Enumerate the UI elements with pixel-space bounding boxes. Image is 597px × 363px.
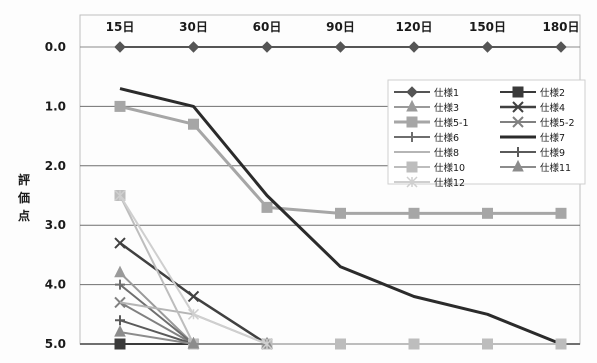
data-point — [188, 118, 199, 130]
legend-label: 仕様8 — [434, 147, 459, 159]
data-point — [114, 265, 126, 278]
data-point — [334, 41, 347, 53]
x-tick-label: 90日 — [326, 20, 355, 34]
x-tick-label: 120日 — [395, 20, 432, 34]
legend-item: 仕様2 — [500, 86, 565, 99]
data-point — [114, 325, 126, 337]
legend-swatch-marker — [406, 99, 418, 112]
legend-swatch-marker — [512, 86, 524, 98]
data-point — [261, 338, 273, 350]
data-point — [555, 41, 567, 53]
legend: 仕様1 仕様2 仕様3 仕様4 仕様5-1 仕様5-2 仕様6 仕様7 仕様8 仕様9 仕様10 仕様… — [387, 79, 586, 189]
x-tick-label: 30日 — [179, 20, 208, 34]
y-axis-title-char: 評 — [18, 172, 30, 187]
series-group — [114, 41, 567, 350]
legend-label: 仕様11 — [540, 162, 571, 174]
data-point — [261, 201, 273, 213]
legend-label: 仕様2 — [540, 87, 565, 99]
legend-item: 仕様5-1 — [394, 116, 469, 129]
y-axis-title-char: 価 — [17, 190, 30, 205]
legend-item: 仕様6 — [394, 132, 459, 144]
x-tick-label: 60日 — [253, 20, 282, 34]
data-point — [482, 207, 493, 219]
series-5 — [114, 100, 567, 219]
legend-label: 仕様3 — [434, 102, 459, 114]
series-4 — [114, 237, 273, 350]
data-point — [335, 207, 346, 219]
series-line — [119, 87, 562, 346]
data-point — [187, 308, 200, 320]
x-axis: 15日 30日 60日 90日 120日 150日 180日 — [106, 20, 580, 34]
data-point — [114, 100, 126, 112]
data-point — [114, 41, 126, 53]
legend-swatch-marker — [406, 116, 418, 128]
legend-swatch-marker — [406, 161, 418, 173]
data-point — [481, 41, 494, 53]
legend-swatch-marker — [513, 147, 523, 157]
legend-item: 仕様3 — [394, 99, 459, 114]
legend-item: 仕様11 — [500, 159, 571, 174]
data-point — [261, 41, 273, 53]
data-point — [187, 290, 200, 303]
legend-label: 仕様9 — [540, 147, 565, 159]
data-point — [115, 279, 125, 290]
legend-item: 仕様9 — [500, 147, 565, 159]
legend-swatch-marker — [512, 116, 524, 128]
legend-item: 仕様7 — [500, 132, 565, 144]
legend-item: 仕様12 — [394, 176, 465, 189]
data-point — [187, 41, 200, 53]
series-1 — [114, 41, 567, 53]
data-point — [408, 41, 420, 53]
legend-label: 仕様7 — [540, 132, 565, 144]
legend-label: 仕様5-2 — [540, 117, 575, 129]
y-tick-label: 0.0 — [45, 40, 66, 54]
y-tick-label: 5.0 — [45, 337, 66, 351]
legend-swatch-marker — [512, 159, 524, 172]
legend-swatch-marker — [407, 132, 417, 142]
legend-label: 仕様5-1 — [434, 117, 469, 129]
data-point — [114, 189, 126, 202]
data-point — [482, 338, 493, 350]
legend-item: 仕様1 — [394, 86, 459, 99]
legend-swatch-marker — [406, 86, 418, 98]
x-tick-label: 180日 — [542, 20, 579, 34]
legend-item: 仕様5-2 — [500, 116, 575, 129]
data-point — [335, 338, 346, 350]
data-point — [114, 237, 126, 249]
x-tick-label: 15日 — [106, 20, 135, 34]
y-tick-label: 4.0 — [45, 278, 66, 292]
legend-label: 仕様12 — [434, 177, 465, 189]
legend-item: 仕様4 — [500, 101, 565, 114]
y-axis-title: 評価点 — [17, 172, 30, 223]
data-point — [187, 336, 200, 349]
y-tick-label: 3.0 — [45, 218, 66, 232]
data-point — [555, 207, 567, 219]
data-point — [115, 315, 125, 326]
series-8 — [119, 87, 562, 346]
legend-label: 仕様10 — [434, 162, 465, 174]
legend-label: 仕様4 — [540, 102, 565, 114]
data-point — [114, 338, 126, 350]
data-point — [408, 207, 420, 219]
data-point — [408, 338, 420, 350]
y-axis: 0.0 1.0 2.0 3.0 4.0 5.0 — [45, 40, 66, 351]
y-axis-title-char: 点 — [18, 208, 30, 223]
y-tick-label: 1.0 — [45, 99, 66, 113]
series-13 — [114, 189, 273, 350]
legend-swatch-marker — [512, 101, 524, 113]
data-point — [555, 338, 567, 350]
legend-label: 仕様1 — [434, 87, 459, 99]
legend-item: 仕様10 — [394, 161, 465, 174]
legend-swatch-marker — [406, 176, 418, 188]
x-tick-label: 150日 — [469, 20, 506, 34]
legend-item: 仕様8 — [394, 147, 459, 159]
y-tick-label: 2.0 — [45, 159, 66, 173]
legend-label: 仕様6 — [434, 132, 459, 144]
